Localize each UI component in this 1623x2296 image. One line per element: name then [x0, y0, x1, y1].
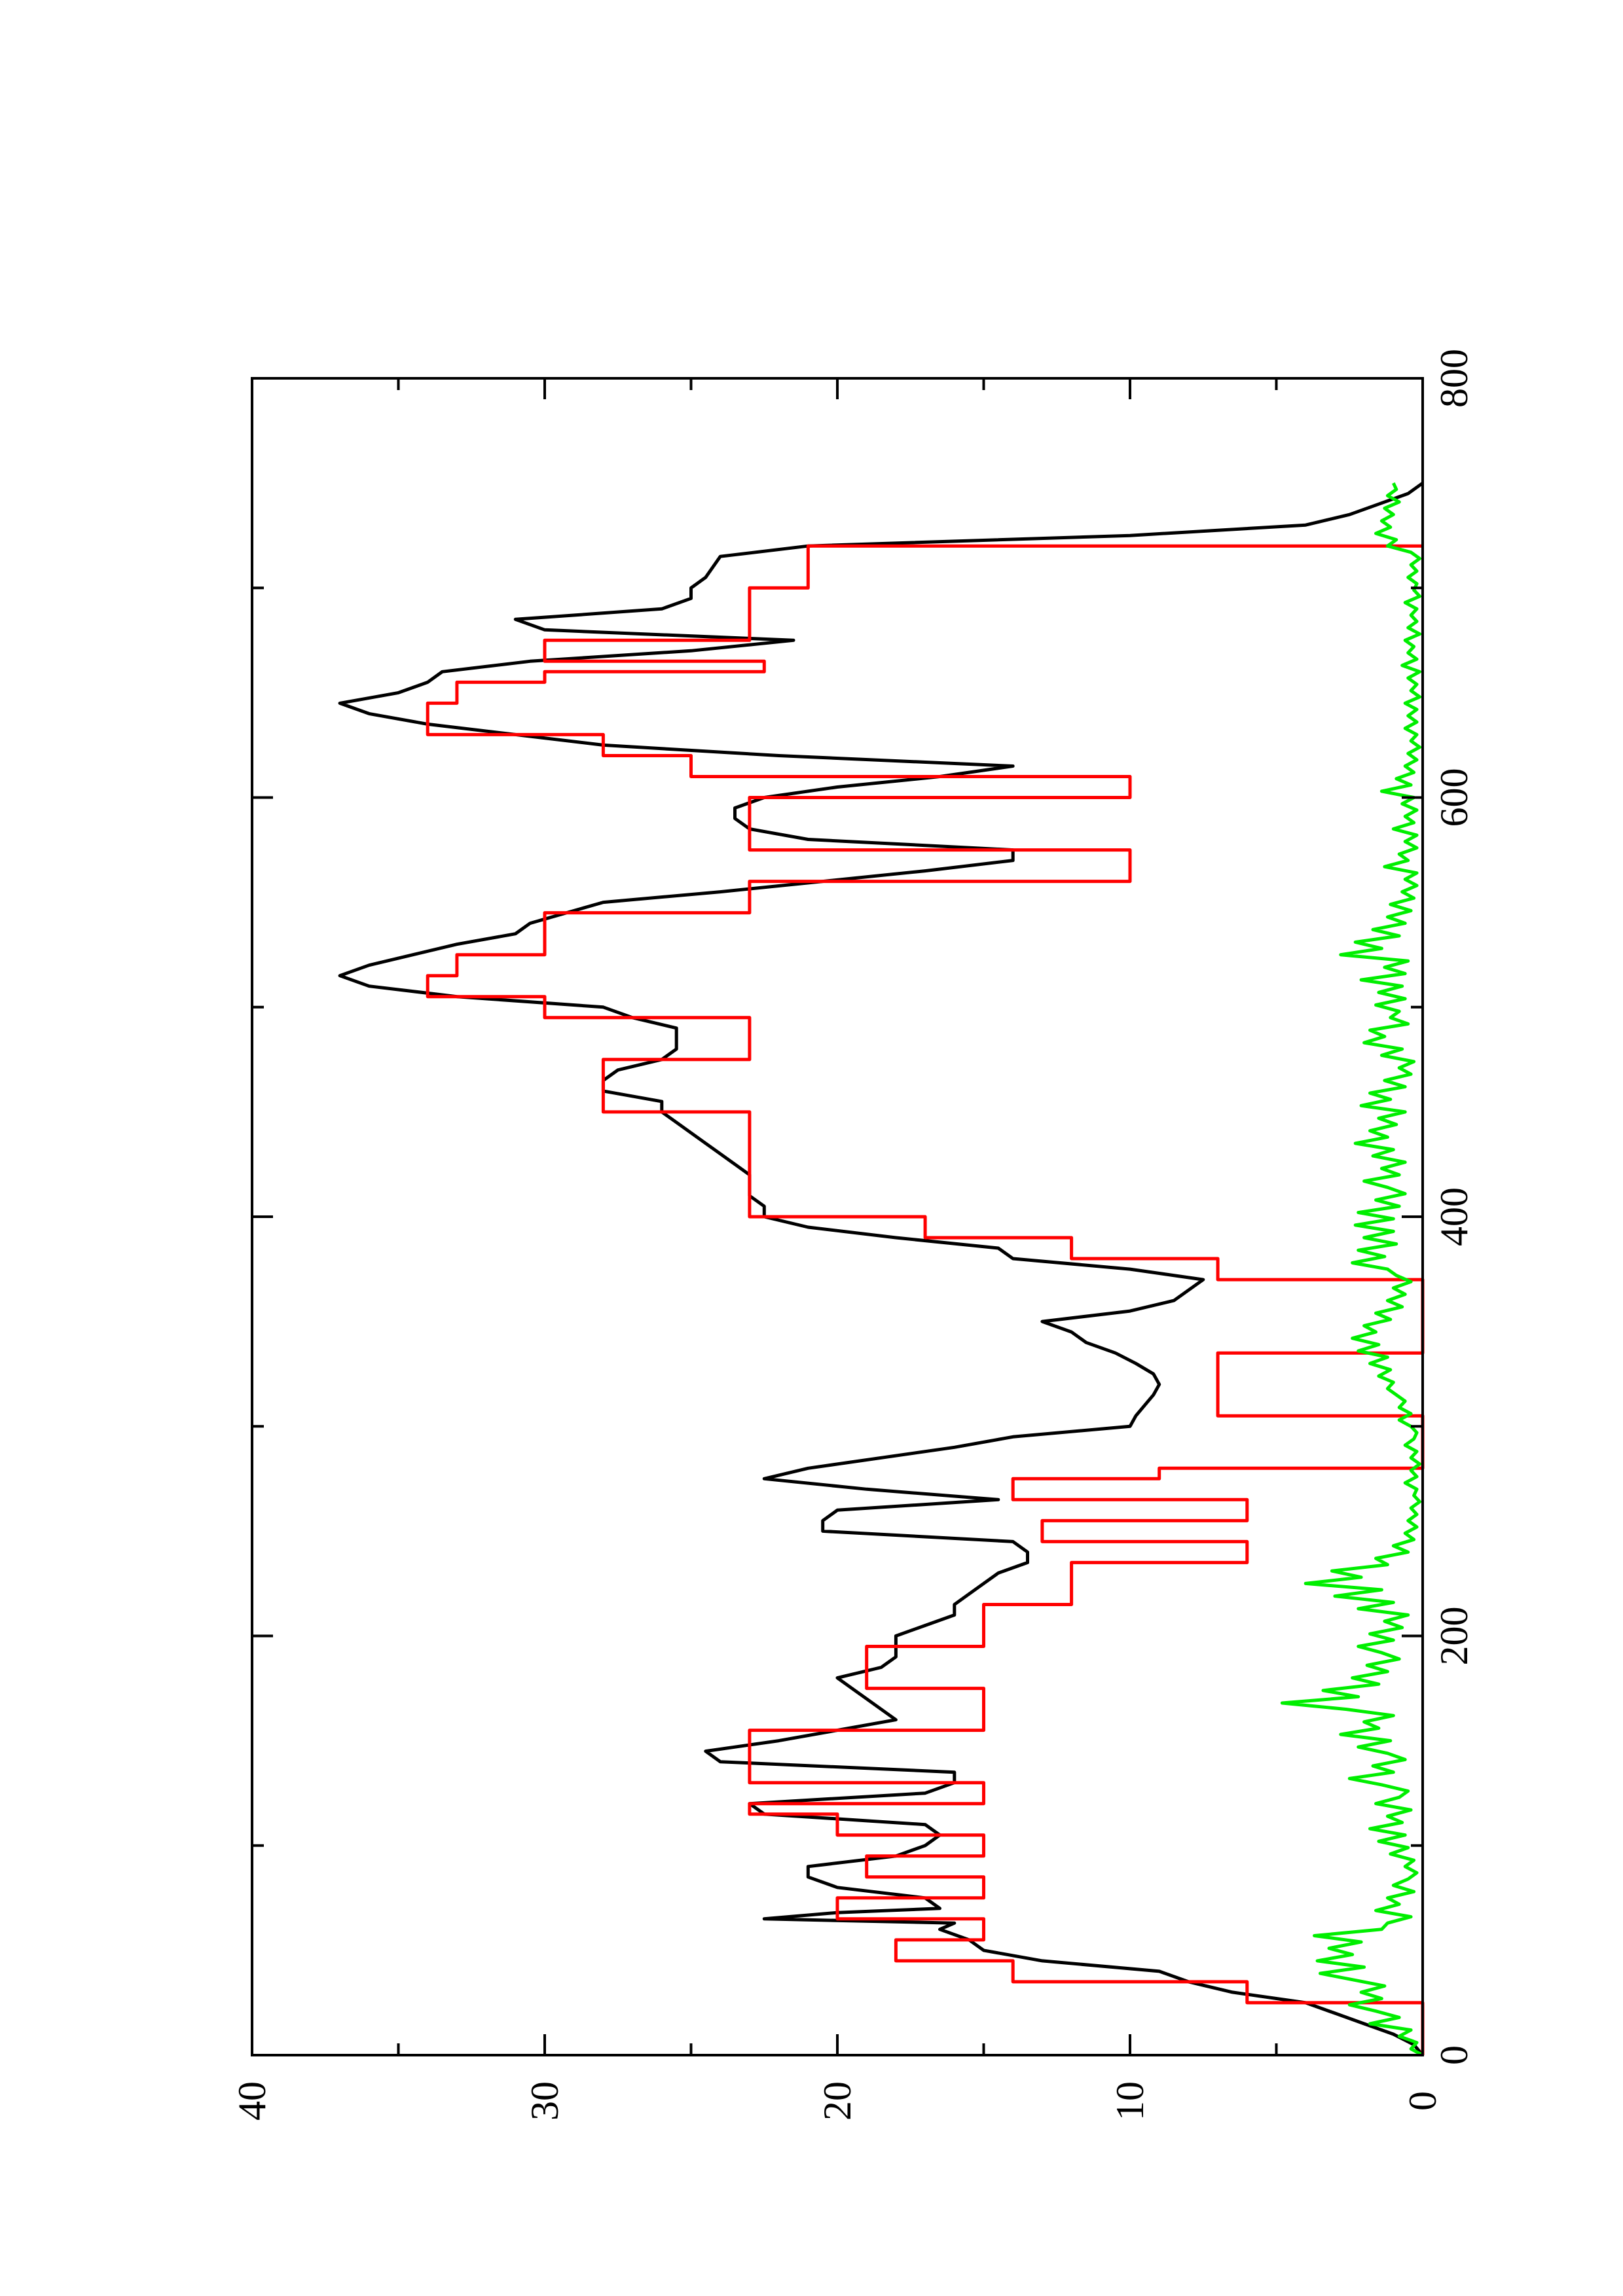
y-tick-label: 30: [523, 2081, 566, 2121]
series-line-1: [338, 482, 1424, 2056]
series-line-3: [1280, 482, 1424, 2057]
x-tick-label: 400: [1432, 1187, 1476, 1246]
x-tick-label: 200: [1432, 1607, 1476, 1666]
y-tick-label: 20: [816, 2081, 859, 2121]
y-tick-label: 10: [1108, 2081, 1152, 2121]
labels-layer: 0 200 400 600 800 0 10 20 30 40: [230, 349, 1476, 2121]
x-tick-label: 800: [1432, 349, 1476, 408]
y-tick-label: 40: [230, 2081, 274, 2121]
x-tick-label: 0: [1432, 2045, 1476, 2065]
x-tick-label: 600: [1432, 768, 1476, 827]
y-tick-label: 0: [1401, 2091, 1444, 2111]
plot-frame: [251, 377, 1424, 2056]
